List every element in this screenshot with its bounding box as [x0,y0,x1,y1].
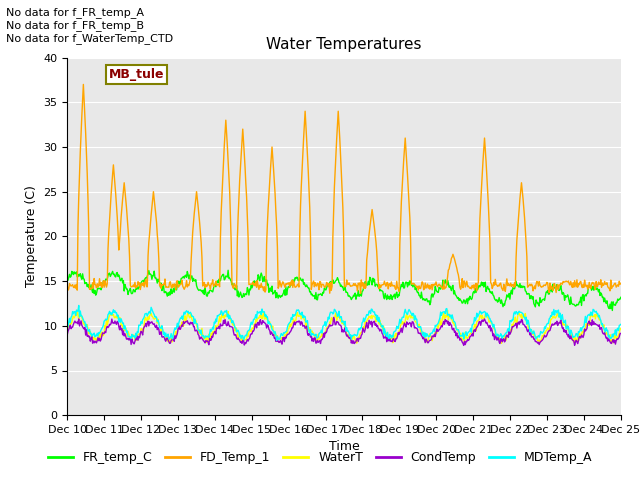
CondTemp [617,331,625,336]
MDTemp_A [273,337,280,343]
WaterT [74,307,81,313]
Y-axis label: Temperature (C): Temperature (C) [25,185,38,288]
WaterT [216,319,224,325]
FR_temp_C [617,294,625,300]
FR_temp_C [216,276,223,282]
CondTemp [330,314,337,320]
FD_Temp_1 [429,281,436,287]
FR_temp_C [74,274,81,280]
Line: CondTemp: CondTemp [67,317,621,345]
WaterT [428,338,436,344]
MDTemp_A [216,312,224,317]
FD_Temp_1 [216,235,224,240]
FR_temp_C [131,288,138,293]
WaterT [188,312,195,317]
CondTemp [63,332,71,338]
FD_Temp_1 [131,279,139,285]
MDTemp_A [74,308,81,314]
CondTemp [428,333,436,339]
FR_temp_C [412,285,420,290]
WaterT [74,312,82,318]
CondTemp [186,320,194,325]
WaterT [412,319,420,325]
FR_temp_C [186,276,194,282]
WaterT [461,341,468,347]
Text: MB_tule: MB_tule [109,68,164,81]
FR_temp_C [428,291,436,297]
WaterT [617,326,625,332]
Line: WaterT: WaterT [67,310,621,344]
FD_Temp_1 [356,290,364,296]
FD_Temp_1 [63,282,71,288]
MDTemp_A [63,325,71,331]
FD_Temp_1 [617,281,625,287]
FR_temp_C [63,277,71,283]
X-axis label: Time: Time [328,441,360,454]
MDTemp_A [75,302,83,308]
MDTemp_A [188,311,195,317]
Line: FD_Temp_1: FD_Temp_1 [67,84,621,293]
Title: Water Temperatures: Water Temperatures [266,37,422,52]
Text: No data for f_FR_temp_A: No data for f_FR_temp_A [6,7,145,18]
FR_temp_C [224,267,232,273]
MDTemp_A [617,322,625,327]
WaterT [63,325,71,331]
FD_Temp_1 [413,285,420,290]
MDTemp_A [413,316,420,322]
Legend: FR_temp_C, FD_Temp_1, WaterT, CondTemp, MDTemp_A: FR_temp_C, FD_Temp_1, WaterT, CondTemp, … [43,446,597,469]
Text: No data for f_WaterTemp_CTD: No data for f_WaterTemp_CTD [6,33,173,44]
CondTemp [412,325,420,331]
MDTemp_A [131,335,139,341]
CondTemp [74,319,81,325]
CondTemp [460,342,468,348]
WaterT [131,337,139,343]
FD_Temp_1 [74,287,81,293]
CondTemp [216,326,223,332]
Line: MDTemp_A: MDTemp_A [67,305,621,340]
FD_Temp_1 [79,82,87,87]
Line: FR_temp_C: FR_temp_C [67,270,621,311]
FR_temp_C [609,308,616,313]
MDTemp_A [429,328,436,334]
FD_Temp_1 [188,257,195,263]
CondTemp [131,341,138,347]
Text: No data for f_FR_temp_B: No data for f_FR_temp_B [6,20,145,31]
